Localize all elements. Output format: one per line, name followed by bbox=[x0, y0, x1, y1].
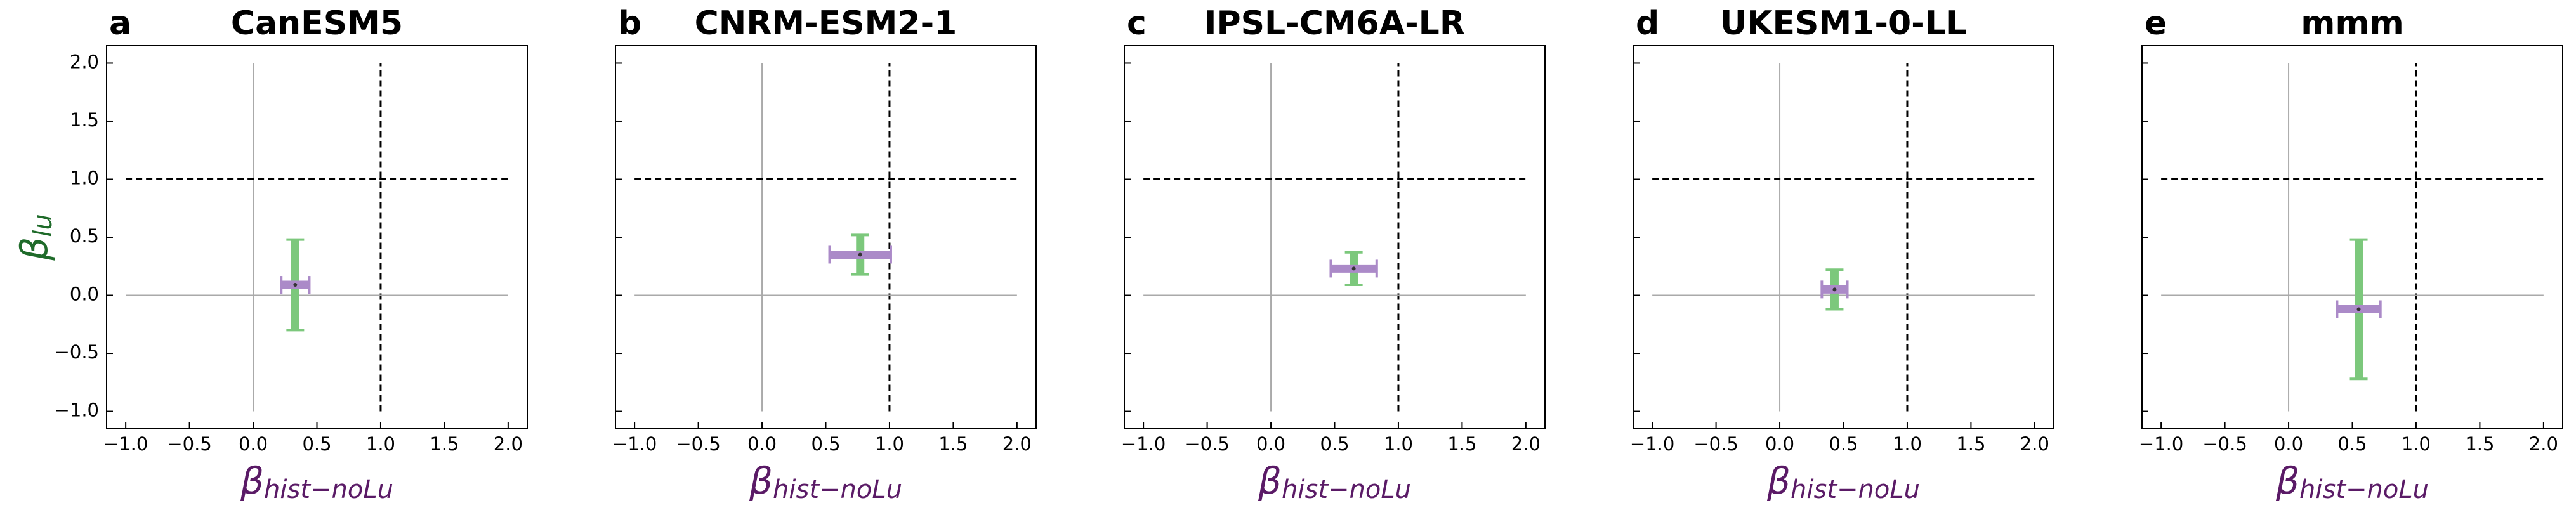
x-tick-label: 0.5 bbox=[811, 433, 840, 455]
x-tick-label: 1.0 bbox=[875, 433, 904, 455]
axes-frame bbox=[2141, 45, 2563, 429]
x-tick-label: 0.5 bbox=[1320, 433, 1349, 455]
x-axis-label: βhist−noLu bbox=[2275, 459, 2429, 504]
x-tick-label: −1.0 bbox=[1630, 433, 1674, 455]
x-tick-label: −0.5 bbox=[1185, 433, 1229, 455]
x-tick-label: 0.0 bbox=[239, 433, 268, 455]
x-tick-label: 0.5 bbox=[2337, 433, 2367, 455]
panel-title: CanESM5 bbox=[231, 4, 403, 43]
x-tick-label: −0.5 bbox=[1693, 433, 1738, 455]
x-tick-label: 0.0 bbox=[2274, 433, 2303, 455]
y-tick-label: −1.0 bbox=[55, 400, 99, 421]
x-axis-label-symbol: β bbox=[2275, 459, 2299, 502]
panel-label: c bbox=[1127, 4, 1147, 43]
x-tick-label: 2.0 bbox=[1002, 433, 1032, 455]
x-tick-label: −0.5 bbox=[167, 433, 211, 455]
panel-title: IPSL-CM6A-LR bbox=[1204, 4, 1465, 43]
panel-label: d bbox=[1636, 4, 1659, 43]
x-tick-label: 1.0 bbox=[1384, 433, 1413, 455]
x-axis-label-symbol: β bbox=[1258, 459, 1282, 502]
y-axis-label-symbol: β bbox=[13, 237, 56, 261]
x-tick-label: 1.0 bbox=[1893, 433, 1922, 455]
x-tick-label: −0.5 bbox=[676, 433, 720, 455]
x-axis-label: βhist−noLu bbox=[1766, 459, 1920, 504]
x-tick-label: 2.0 bbox=[1511, 433, 1541, 455]
x-tick-label: 2.0 bbox=[2529, 433, 2558, 455]
x-tick-label: 1.5 bbox=[430, 433, 459, 455]
axes-frame bbox=[1633, 45, 2054, 429]
x-tick-label: 2.0 bbox=[494, 433, 523, 455]
panel-label: e bbox=[2145, 4, 2167, 43]
center-point bbox=[1351, 266, 1356, 271]
x-tick-label: 1.0 bbox=[2402, 433, 2431, 455]
x-tick-label: 1.5 bbox=[2465, 433, 2494, 455]
x-tick-label: 1.5 bbox=[938, 433, 968, 455]
y-tick-label: 0.0 bbox=[70, 284, 99, 305]
x-tick-label: 0.0 bbox=[1256, 433, 1285, 455]
panel-label: b bbox=[618, 4, 641, 43]
y-tick-label: 0.5 bbox=[70, 225, 99, 247]
y-tick-label: 2.0 bbox=[70, 51, 99, 72]
x-tick-label: −0.5 bbox=[2202, 433, 2247, 455]
center-point bbox=[1832, 287, 1837, 292]
x-axis-label-subscript: hist−noLu bbox=[2299, 475, 2429, 504]
y-axis-label: βlu bbox=[13, 214, 58, 261]
x-tick-label: 1.0 bbox=[366, 433, 395, 455]
x-axis-label-subscript: hist−noLu bbox=[264, 475, 393, 504]
center-point bbox=[2356, 307, 2361, 311]
center-point bbox=[858, 252, 862, 257]
axes-frame bbox=[1124, 45, 1546, 429]
x-tick-label: 1.5 bbox=[1447, 433, 1476, 455]
x-tick-label: 0.5 bbox=[302, 433, 331, 455]
x-axis-label-subscript: hist−noLu bbox=[773, 475, 902, 504]
panel-title: UKESM1-0-LL bbox=[1720, 4, 1967, 43]
axes-frame bbox=[106, 45, 528, 429]
x-axis-label: βhist−noLu bbox=[240, 459, 393, 504]
x-axis-label: βhist−noLu bbox=[749, 459, 902, 504]
y-tick-label: 1.5 bbox=[70, 109, 99, 131]
panel-title: CNRM-ESM2-1 bbox=[695, 4, 957, 43]
x-tick-label: −1.0 bbox=[612, 433, 657, 455]
x-tick-label: 1.5 bbox=[1956, 433, 1985, 455]
panel-label: a bbox=[109, 4, 131, 43]
x-tick-label: 2.0 bbox=[2020, 433, 2049, 455]
x-axis-label-subscript: hist−noLu bbox=[1282, 475, 1411, 504]
x-axis-label-symbol: β bbox=[240, 459, 264, 502]
x-tick-label: 0.5 bbox=[1829, 433, 1858, 455]
y-tick-label: −0.5 bbox=[55, 341, 99, 363]
panel-title: mmm bbox=[2301, 4, 2404, 43]
x-tick-label: 0.0 bbox=[1765, 433, 1794, 455]
center-point bbox=[293, 283, 298, 287]
x-tick-label: 0.0 bbox=[747, 433, 777, 455]
axes-frame bbox=[615, 45, 1037, 429]
x-axis-label: βhist−noLu bbox=[1258, 459, 1411, 504]
x-axis-label-symbol: β bbox=[749, 459, 773, 502]
y-axis-label-subscript: lu bbox=[29, 214, 58, 237]
x-tick-label: −1.0 bbox=[2139, 433, 2183, 455]
x-tick-label: −1.0 bbox=[1121, 433, 1166, 455]
x-tick-label: −1.0 bbox=[103, 433, 148, 455]
y-tick-label: 1.0 bbox=[70, 167, 99, 188]
x-axis-label-symbol: β bbox=[1766, 459, 1791, 502]
x-axis-label-subscript: hist−noLu bbox=[1791, 475, 1920, 504]
